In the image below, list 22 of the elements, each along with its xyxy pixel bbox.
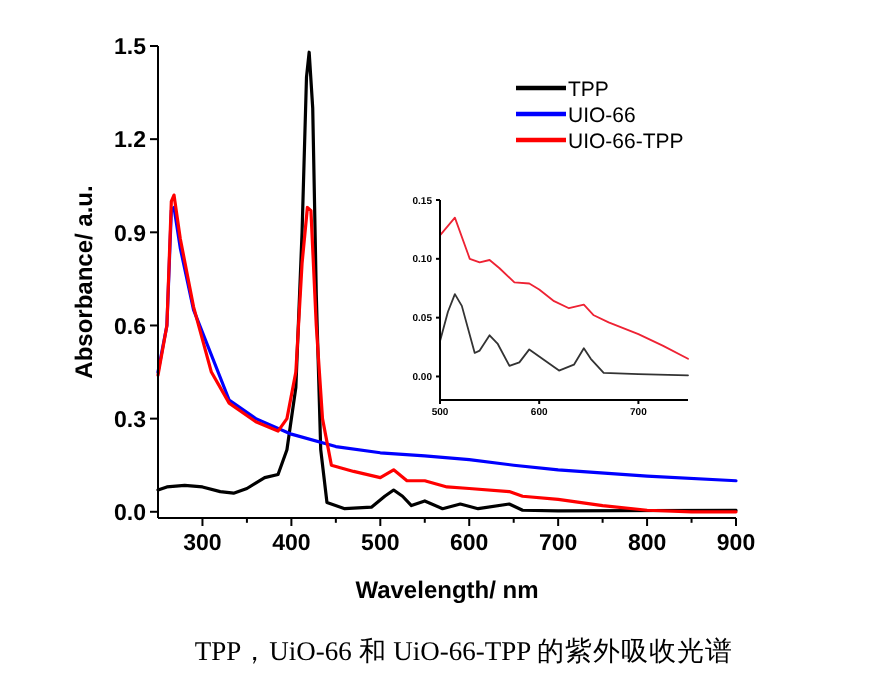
y-tick-label: 0.6 bbox=[114, 315, 146, 340]
x-tick-label: 500 bbox=[361, 532, 400, 557]
legend-label: UIO-66 bbox=[568, 104, 637, 128]
line-series bbox=[439, 216, 689, 360]
line-series bbox=[156, 50, 738, 513]
x-tick-label: 700 bbox=[538, 532, 578, 557]
y-tick-label: 1.5 bbox=[114, 36, 148, 61]
legend-label: TPP bbox=[568, 78, 609, 102]
text: TPP，UiO-66 和 UiO-66-TPP 的紫外吸收光谱 bbox=[194, 636, 734, 666]
y-tick-label: 0.0 bbox=[114, 502, 146, 527]
x-axis-title: Wavelength/ nm bbox=[355, 576, 539, 604]
x-tick-label: 800 bbox=[627, 532, 667, 557]
line-series bbox=[439, 293, 689, 377]
y-tick-label: 0.9 bbox=[114, 222, 146, 247]
x-tick-label: 400 bbox=[272, 532, 311, 557]
y-axis-title: Absorbance/ a.u. bbox=[70, 185, 98, 379]
y-tick-label: 0.3 bbox=[114, 408, 146, 433]
legend-label: UIO-66-TPP bbox=[568, 130, 684, 154]
y-tick-label: 1.2 bbox=[114, 129, 146, 154]
x-tick-label: 300 bbox=[183, 532, 222, 557]
x-tick-label: 900 bbox=[716, 532, 756, 557]
x-tick-label: 600 bbox=[450, 532, 489, 557]
